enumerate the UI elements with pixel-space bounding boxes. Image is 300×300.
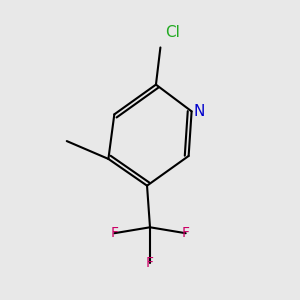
Text: F: F [110, 226, 118, 240]
Text: F: F [146, 256, 154, 270]
Text: Cl: Cl [165, 25, 180, 40]
Text: N: N [194, 104, 205, 119]
Text: F: F [182, 226, 190, 240]
